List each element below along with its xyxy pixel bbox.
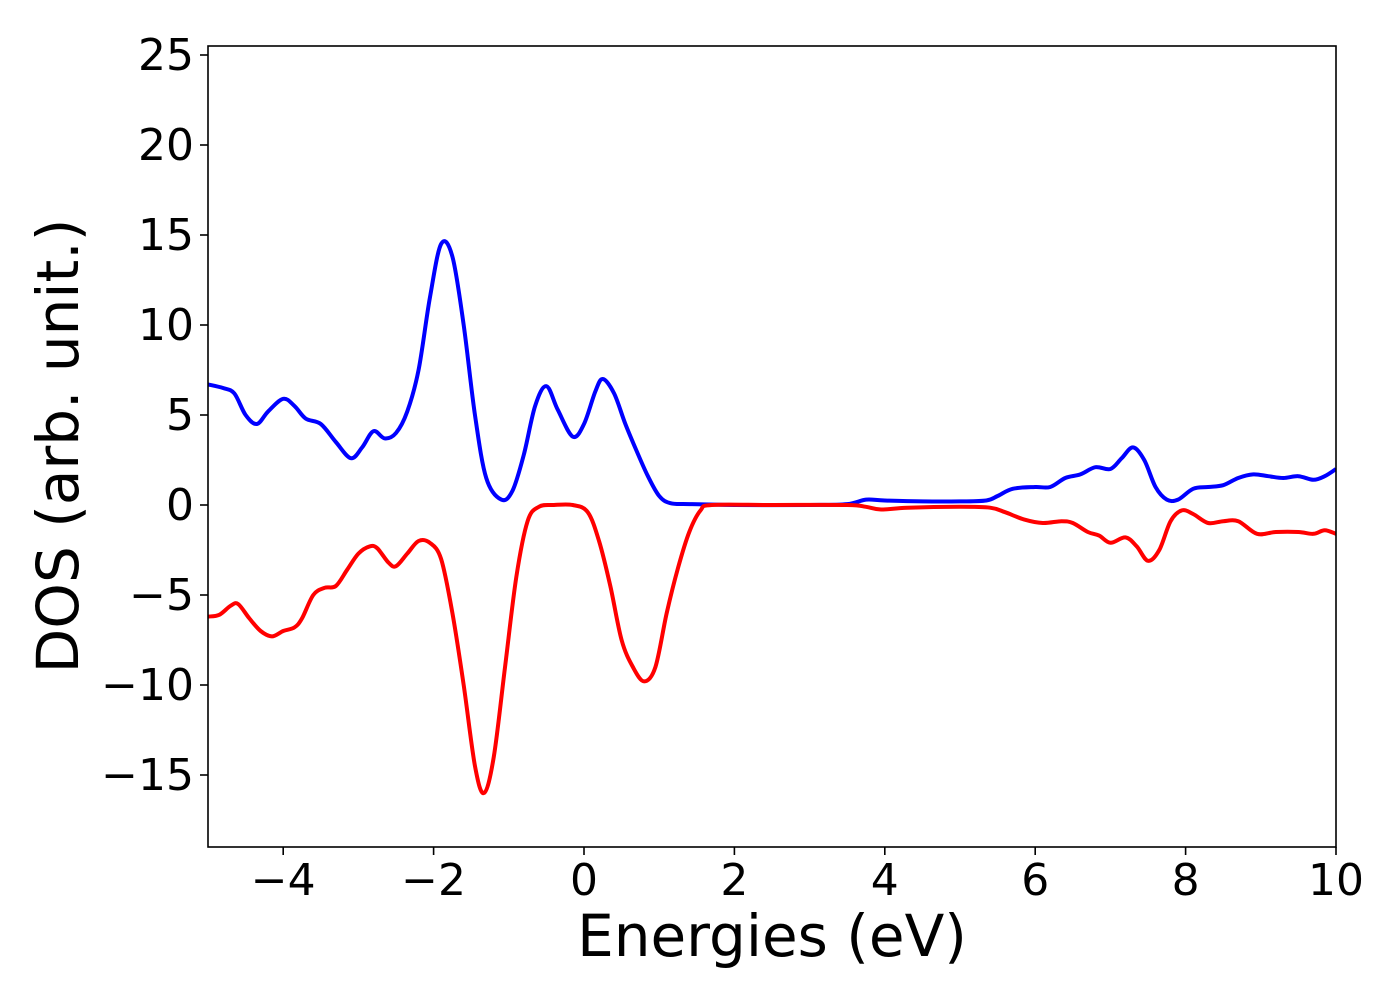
x-tick-label: 10 [1308, 855, 1364, 906]
y-tick-label: 25 [138, 30, 194, 81]
y-tick-label: 10 [138, 300, 194, 351]
y-tick-label: 15 [138, 210, 194, 261]
x-tick-label: −4 [251, 855, 316, 906]
y-axis-ticks: −15 −10 −5 0 5 10 15 20 25 [101, 30, 208, 801]
x-tick-label: 8 [1172, 855, 1200, 906]
x-axis-label: Energies (eV) [577, 902, 967, 970]
y-tick-label: 20 [138, 120, 194, 171]
x-tick-label: 4 [871, 855, 899, 906]
x-axis-ticks: −4 −2 0 2 4 6 8 10 [251, 847, 1364, 906]
y-tick-label: −10 [101, 660, 194, 711]
series-line-2 [208, 502, 1336, 796]
x-tick-label: 6 [1021, 855, 1049, 906]
y-axis-label: DOS (arb. unit.) [24, 219, 92, 674]
y-tick-label: −15 [101, 750, 194, 801]
plot-frame [207, 45, 1337, 848]
y-tick-label: 5 [166, 390, 194, 441]
series-layer [208, 239, 1336, 796]
x-tick-label: 0 [570, 855, 598, 906]
y-tick-label: −5 [129, 570, 194, 621]
y-tick-label: 0 [166, 480, 194, 531]
x-tick-label: −2 [401, 855, 466, 906]
series-line-1 [208, 239, 1336, 508]
x-tick-label: 2 [720, 855, 748, 906]
